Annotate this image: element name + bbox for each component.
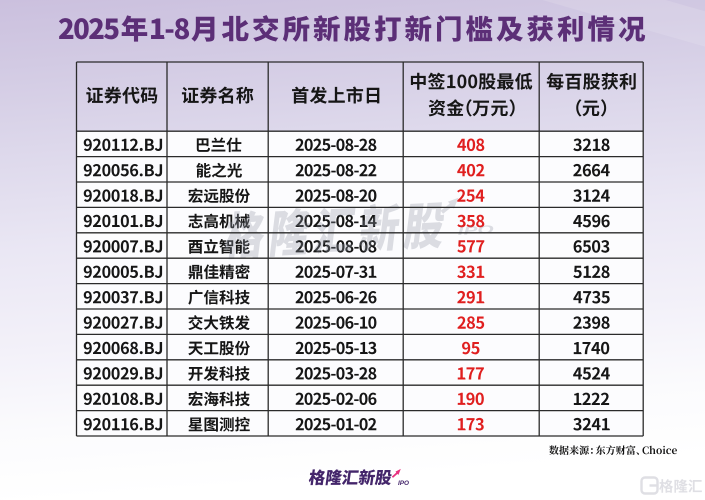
svg-text:IPO: IPO	[398, 480, 409, 487]
svg-text:IPO: IPO	[457, 224, 494, 238]
